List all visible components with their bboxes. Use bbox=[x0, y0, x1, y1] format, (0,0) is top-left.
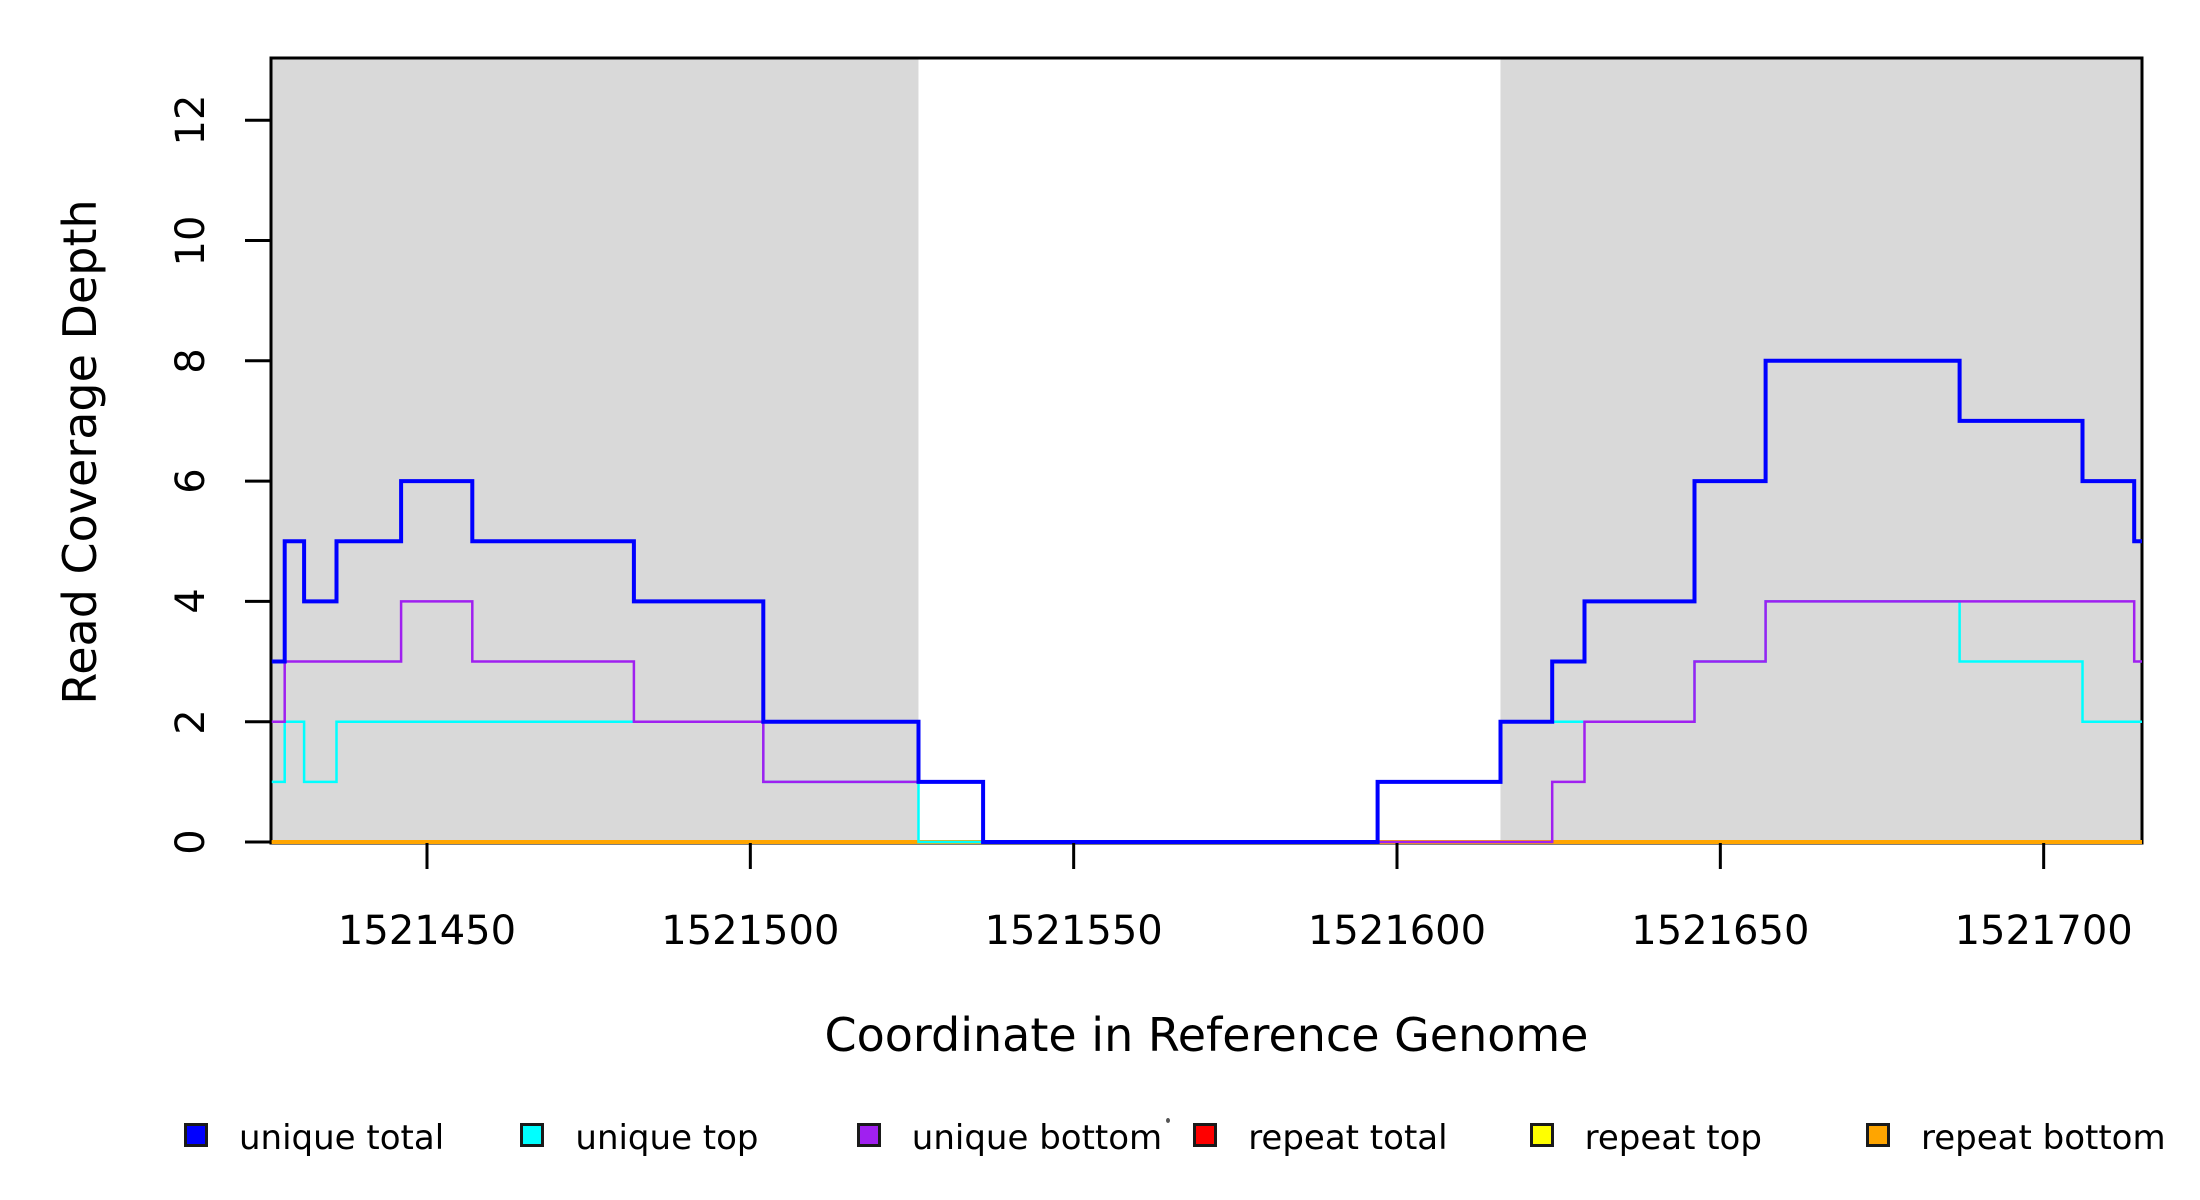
x-tick-label: 1521450 bbox=[337, 908, 517, 954]
legend-label: repeat top bbox=[1584, 1118, 1762, 1158]
legend-label: repeat bottom bbox=[1921, 1118, 2166, 1158]
unique-bottom-swatch-icon bbox=[856, 1123, 881, 1147]
x-tick-label: 1521650 bbox=[1631, 908, 1810, 954]
y-tick-label: 4 bbox=[168, 588, 214, 615]
x-tick-label: 1521500 bbox=[661, 908, 840, 954]
legend-label: unique total bbox=[239, 1118, 445, 1158]
repeat-top-swatch-icon bbox=[1529, 1123, 1554, 1147]
legend-label: unique bottom bbox=[911, 1118, 1163, 1158]
y-tick-label: 8 bbox=[168, 348, 214, 374]
legend-label: unique top bbox=[575, 1118, 759, 1158]
unique-top-swatch-icon bbox=[520, 1123, 545, 1147]
axis-tick-marks bbox=[245, 118, 2046, 869]
y-tick-label: 2 bbox=[168, 708, 214, 735]
y-axis-title: Read Coverage Depth bbox=[53, 199, 107, 705]
shaded-region bbox=[271, 58, 919, 843]
coverage-series-lines bbox=[271, 358, 2142, 844]
unique-total-swatch-icon bbox=[184, 1123, 208, 1147]
legend-label: repeat total bbox=[1248, 1118, 1448, 1158]
x-tick-label: 1521550 bbox=[984, 908, 1163, 954]
shaded-repeat-regions bbox=[271, 58, 2141, 843]
repeat-bottom-swatch-icon bbox=[1866, 1123, 1890, 1147]
legend-artifact-dot bbox=[1166, 1118, 1170, 1123]
x-axis-title: Coordinate in Reference Genome bbox=[824, 1008, 1589, 1062]
y-tick-label: 6 bbox=[168, 468, 214, 494]
y-tick-label: 0 bbox=[168, 829, 214, 855]
series-line-unique-total bbox=[271, 358, 2142, 844]
y-tick-label: 12 bbox=[168, 94, 214, 146]
x-tick-label: 1521600 bbox=[1307, 908, 1487, 954]
shaded-region bbox=[1500, 58, 2141, 843]
y-tick-label: 10 bbox=[168, 215, 214, 266]
repeat-total-swatch-icon bbox=[1193, 1123, 1218, 1147]
x-tick-label: 1521700 bbox=[1954, 908, 2133, 954]
